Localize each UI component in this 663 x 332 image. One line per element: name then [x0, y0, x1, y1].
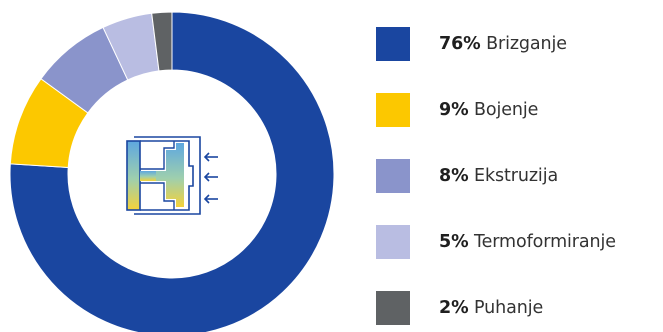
- legend-category-bojenje: Bojenje: [473, 100, 539, 120]
- legend-item-brizganje: 76% Brizganje: [376, 27, 663, 61]
- chart-legend: 76% Brizganje 9% Bojenje 8% Ekstruzija 5…: [376, 27, 663, 325]
- legend-label-ekstruzija: 8% Ekstruzija: [439, 166, 558, 186]
- legend-item-bojenje: 9% Bojenje: [376, 93, 663, 127]
- legend-value-ekstruzija: 8%: [439, 166, 469, 186]
- legend-swatch-brizganje: [376, 27, 410, 61]
- slice-puhanje: [151, 11, 173, 72]
- legend-label-bojenje: 9% Bojenje: [439, 100, 538, 120]
- injection-mold-icon: [126, 136, 218, 215]
- slice-brizganje: [9, 11, 335, 332]
- legend-category-puhanje: Puhanje: [473, 298, 544, 318]
- legend-swatch-puhanje: [376, 291, 410, 325]
- legend-label-brizganje: 76% Brizganje: [439, 34, 567, 54]
- legend-value-bojenje: 9%: [439, 100, 469, 120]
- legend-label-termoformiranje: 5% Termoformiranje: [439, 232, 616, 252]
- legend-label-puhanje: 2% Puhanje: [439, 298, 543, 318]
- legend-swatch-ekstruzija: [376, 159, 410, 193]
- legend-value-brizganje: 76%: [439, 34, 481, 54]
- legend-value-puhanje: 2%: [439, 298, 469, 318]
- legend-item-puhanje: 2% Puhanje: [376, 291, 663, 325]
- legend-swatch-bojenje: [376, 93, 410, 127]
- donut-slices: [9, 11, 335, 332]
- legend-item-termoformiranje: 5% Termoformiranje: [376, 225, 663, 259]
- donut-chart: [9, 11, 335, 332]
- legend-category-brizganje: Brizganje: [486, 34, 567, 54]
- legend-category-ekstruzija: Ekstruzija: [473, 166, 559, 186]
- legend-value-termoformiranje: 5%: [439, 232, 469, 252]
- legend-swatch-termoformiranje: [376, 225, 410, 259]
- legend-item-ekstruzija: 8% Ekstruzija: [376, 159, 663, 193]
- legend-category-termoformiranje: Termoformiranje: [473, 232, 616, 252]
